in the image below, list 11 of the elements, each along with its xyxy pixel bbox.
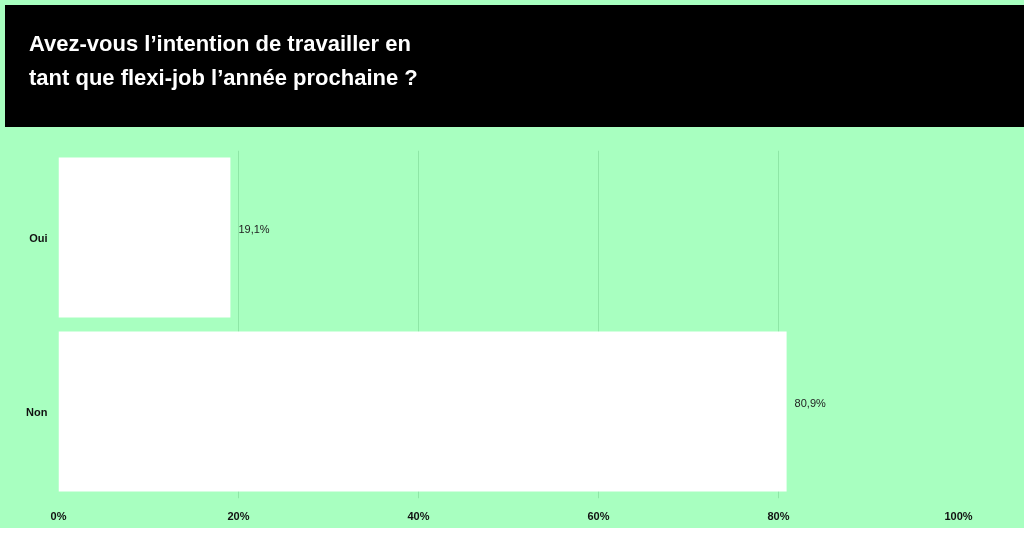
x-tick-label: 60% <box>587 509 610 522</box>
x-tick-label: 0% <box>50 509 67 522</box>
y-tick-label: Non <box>26 405 48 418</box>
data-label: 80,9% <box>794 396 827 409</box>
chart-title: Avez-vous l’intention de travailler en tant que flexi-job l’année prochaine ? <box>29 30 419 93</box>
x-tick-label: 80% <box>767 509 790 522</box>
x-tick-label: 20% <box>227 509 250 522</box>
data-label: 19,1% <box>238 222 270 235</box>
x-tick-label: 40% <box>407 509 430 522</box>
y-tick-label: Oui <box>29 231 48 244</box>
x-tick-label: 100% <box>944 509 973 522</box>
